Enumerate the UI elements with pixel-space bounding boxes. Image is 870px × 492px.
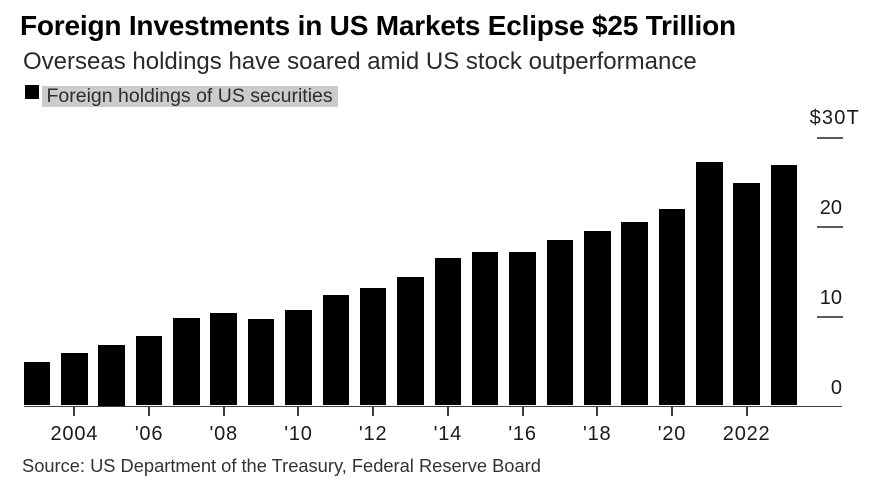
bar-2013 — [397, 277, 424, 406]
bar-2019 — [621, 221, 648, 406]
x-tick-2020 — [670, 407, 673, 417]
bar-2007 — [173, 318, 200, 406]
x-tick-2012 — [372, 407, 375, 417]
bar-2011 — [322, 295, 350, 406]
x-label-2020: '20 — [657, 423, 687, 445]
bar-2020 — [658, 209, 686, 406]
y-label-10: 10 — [819, 286, 842, 309]
x-label-2018: '18 — [583, 423, 612, 445]
bar-2005 — [98, 344, 125, 406]
x-label-2016: '16 — [508, 423, 537, 445]
chart-subtitle: Overseas holdings have soared amid US st… — [23, 48, 697, 75]
bar-2003 — [23, 361, 51, 406]
bar-2022 — [733, 183, 760, 406]
bar-2012 — [359, 287, 387, 406]
bar-2018 — [583, 231, 611, 406]
x-tick-2008 — [222, 407, 225, 417]
x-tick-2016 — [521, 407, 524, 417]
bar-2008 — [210, 313, 238, 406]
y-tick-30 — [817, 136, 843, 139]
bar-2004 — [61, 352, 88, 406]
y-tick-10 — [817, 316, 843, 318]
x-axis-line — [23, 405, 842, 408]
x-tick-2018 — [596, 407, 599, 417]
y-label-20: 20 — [819, 197, 842, 220]
x-label-2008: '08 — [209, 423, 238, 445]
x-tick-2022 — [745, 407, 748, 417]
x-label-2022: 2022 — [722, 423, 771, 445]
legend-label: Foreign holdings of US securities — [42, 86, 338, 107]
bar-2016 — [509, 252, 536, 406]
bar-2010 — [285, 310, 312, 406]
chart-legend: Foreign holdings of US securities — [25, 84, 338, 107]
bar-2015 — [471, 252, 499, 406]
legend-swatch-icon — [25, 84, 39, 99]
chart-title: Foreign Investments in US Markets Eclips… — [20, 10, 736, 41]
x-label-2012: '12 — [358, 423, 388, 445]
x-tick-2006 — [148, 407, 151, 417]
x-label-2010: '10 — [284, 423, 313, 445]
y-label-30: $30T — [809, 107, 860, 130]
y-tick-20 — [817, 226, 843, 229]
x-label-2014: '14 — [433, 423, 463, 445]
x-tick-2010 — [297, 407, 300, 417]
bar-2014 — [434, 258, 462, 406]
x-tick-2004 — [73, 407, 76, 417]
x-label-2006: '06 — [134, 423, 164, 445]
bar-2021 — [696, 161, 723, 406]
bar-2006 — [135, 336, 163, 406]
bar-2017 — [546, 240, 574, 406]
bar-2023 — [770, 165, 798, 406]
source-note: Source: US Department of the Treasury, F… — [22, 455, 541, 476]
x-label-2004: 2004 — [50, 423, 99, 445]
x-tick-2014 — [446, 407, 449, 417]
bar-2009 — [247, 319, 275, 406]
y-label-0: 0 — [830, 376, 842, 399]
